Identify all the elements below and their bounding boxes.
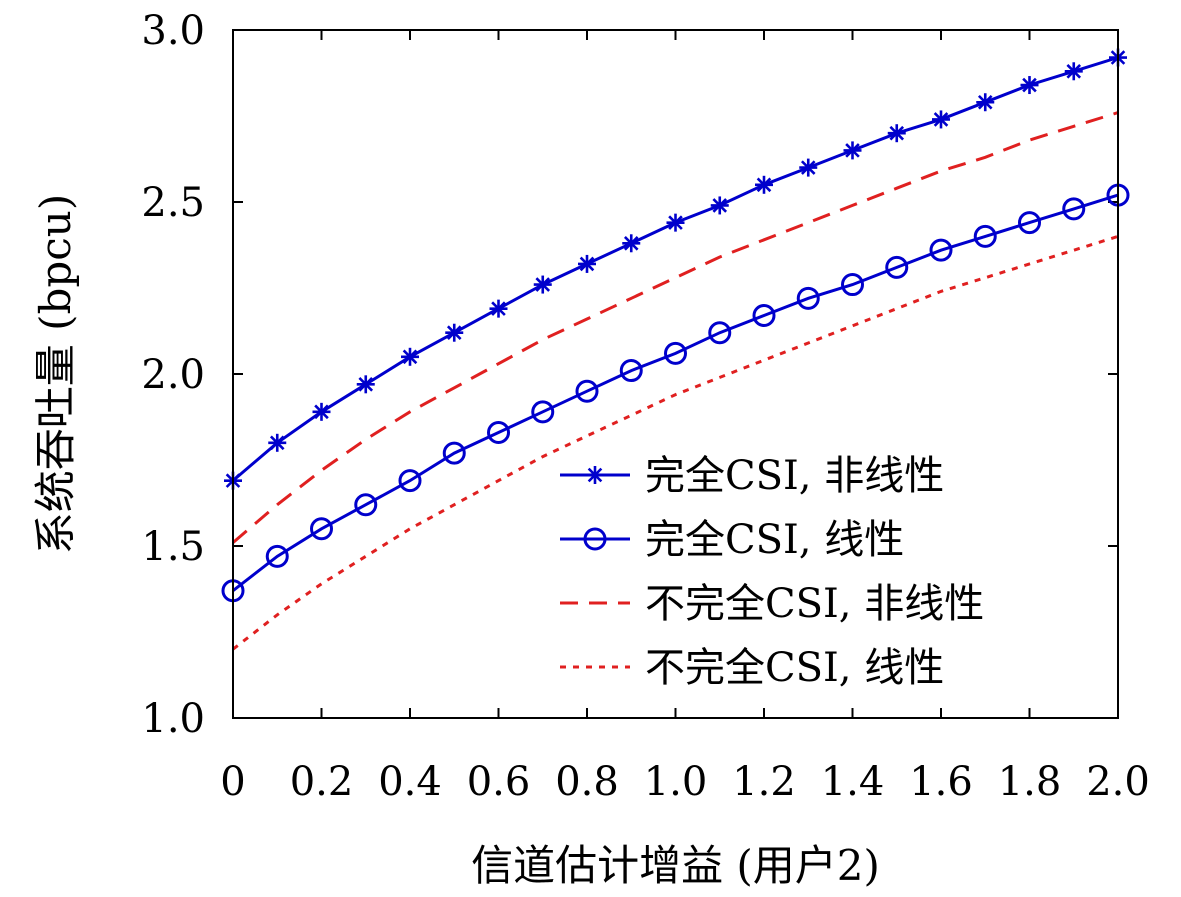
x-tick-label: 0.4 [378,759,442,805]
x-tick-label: 1.6 [909,759,973,805]
x-tick-label: 0 [220,759,245,805]
x-tick-label: 1.2 [732,759,796,805]
x-axis-title: 信道估计增益 (用户2) [471,841,880,890]
series-line-3 [232,234,1119,651]
legend-marker-1 [583,527,607,551]
series-0-point [533,275,552,294]
series-0-point [356,375,375,394]
series-0-point [312,402,331,421]
series-1-point [310,517,333,541]
series-1-point [796,286,820,310]
series-1-point [575,379,599,403]
y-tick-label: 3.0 [141,8,205,54]
series-0-point [1064,62,1083,81]
y-tick-label: 1.5 [141,524,205,570]
series-0-point [710,196,729,215]
x-tick-label: 0.8 [555,759,619,805]
y-axis-title: 系统吞吐量 (bpcu) [31,194,80,554]
series-0-point [401,347,419,366]
x-tick-label: 1.4 [821,759,885,805]
series-1-point [1018,211,1041,235]
series-0-point [1020,76,1039,95]
series-0-point [268,433,287,452]
series-1-point [708,321,732,345]
legend-label-3: 不完全CSI, 线性 [645,645,944,691]
series-1-point [973,224,997,248]
plot-frame [232,29,1119,719]
series-1-point [1062,197,1086,221]
series-1-point [487,420,510,444]
series-0-point [755,175,773,194]
series-1-point [841,273,864,297]
x-tick-label: 0.2 [290,759,354,805]
legend-label-2: 不完全CSI, 非线性 [645,581,984,627]
series-1-point [442,441,466,465]
x-tick-label: 1.0 [644,759,708,805]
series-line-1 [232,193,1119,592]
y-tick-label: 1.0 [141,696,205,742]
series-0-point [489,299,508,318]
legend-label-1: 完全CSI, 线性 [645,517,904,563]
series-0-point [622,234,641,253]
series-line-2 [232,111,1119,544]
series-1-point [929,238,953,262]
y-tick-label: 2.0 [141,352,205,398]
series-line-0 [232,56,1119,482]
series-0-point [445,323,464,342]
series-1-point [531,400,555,424]
series-0-point [932,110,950,129]
y-tick-label: 2.5 [141,180,205,226]
x-tick-label: 2.0 [1086,759,1150,805]
series-0-point [666,213,685,232]
series-0-point [843,141,862,160]
series-1-point [265,544,289,568]
series-1-point [752,304,776,328]
series-1-point [664,341,687,365]
legend-marker-0 [586,466,604,484]
tick-labels: 0 0.2 0.4 0.6 0.8 1.0 1.2 1.4 1.6 1.8 2.0 1.0 1.5 2.0… [141,8,1149,805]
x-tick-label: 1.8 [998,759,1062,805]
series-0-point [799,158,818,177]
series-1-point [398,469,422,493]
series-0-point [887,124,906,143]
series-0-point [976,93,995,112]
series-0-point [578,254,596,273]
legend-label-0: 完全CSI, 非线性 [645,453,944,499]
x-tick-label: 0.6 [467,759,531,805]
series-1-point [354,493,378,517]
series-1-point [619,359,643,383]
series-1-point [885,255,909,279]
